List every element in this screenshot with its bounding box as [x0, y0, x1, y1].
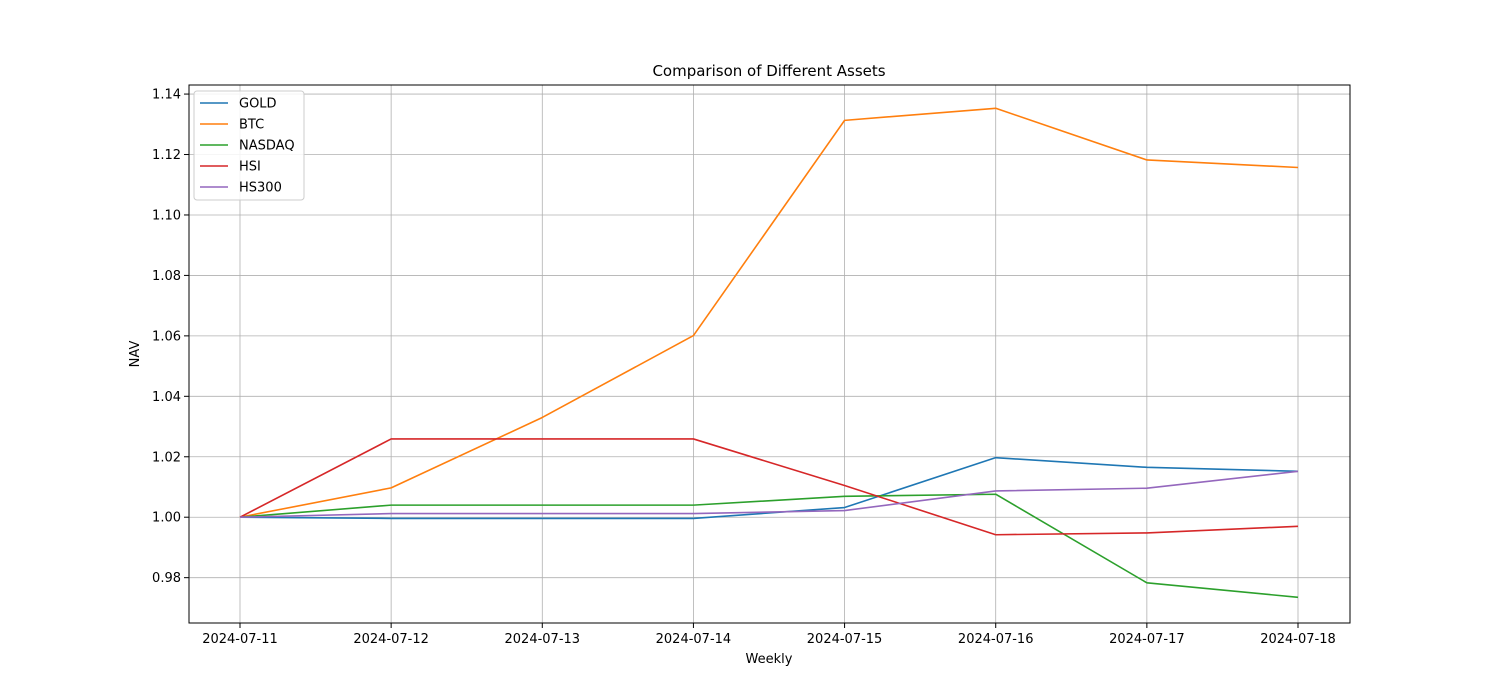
y-axis-label: NAV: [128, 341, 143, 368]
y-tick-label: 1.02: [152, 450, 181, 465]
x-tick-label: 2024-07-14: [656, 632, 732, 647]
legend-label-nasdaq: NASDAQ: [239, 139, 295, 154]
chart-title: Comparison of Different Assets: [652, 62, 885, 80]
grid: [189, 85, 1350, 623]
x-tick-label: 2024-07-17: [1109, 632, 1185, 647]
x-tick-label: 2024-07-11: [202, 632, 278, 647]
legend: GOLD BTC NASDAQ HSI HS300: [193, 90, 305, 201]
y-tick-label: 1.08: [152, 269, 181, 284]
series-line-hsi: [239, 438, 1299, 536]
series-lines: [239, 107, 1299, 599]
x-tick-label: 2024-07-18: [1260, 632, 1336, 647]
plot-frame: [188, 84, 1351, 624]
y-tick-label: 1.14: [152, 88, 181, 103]
y-tick-label: 0.98: [152, 571, 181, 586]
y-tick-label: 1.12: [152, 148, 181, 163]
legend-box: [193, 90, 305, 201]
y-tick-label: 1.00: [152, 511, 181, 526]
y-axis-ticks: 0.98 1.00 1.02 1.04 1.06 1.08 1.10 1.12 1.14: [152, 88, 189, 586]
legend-label-hs300: HS300: [239, 181, 282, 196]
series-line-nasdaq: [239, 493, 1299, 599]
legend-label-btc: BTC: [239, 118, 264, 133]
legend-label-hsi: HSI: [239, 160, 261, 175]
x-tick-label: 2024-07-15: [807, 632, 883, 647]
legend-label-gold: GOLD: [239, 97, 277, 112]
y-tick-label: 1.10: [152, 208, 181, 223]
y-tick-label: 1.06: [152, 329, 181, 344]
x-axis-label: Weekly: [746, 652, 793, 667]
y-tick-label: 1.04: [152, 390, 181, 405]
series-line-btc: [239, 107, 1299, 518]
x-tick-label: 2024-07-13: [505, 632, 581, 647]
x-axis-ticks: 2024-07-11 2024-07-12 2024-07-13 2024-07-14…: [202, 623, 1336, 647]
x-tick-label: 2024-07-12: [353, 632, 429, 647]
series-line-gold: [239, 456, 1299, 520]
x-tick-label: 2024-07-16: [958, 632, 1034, 647]
series-line-hs300: [239, 470, 1299, 519]
